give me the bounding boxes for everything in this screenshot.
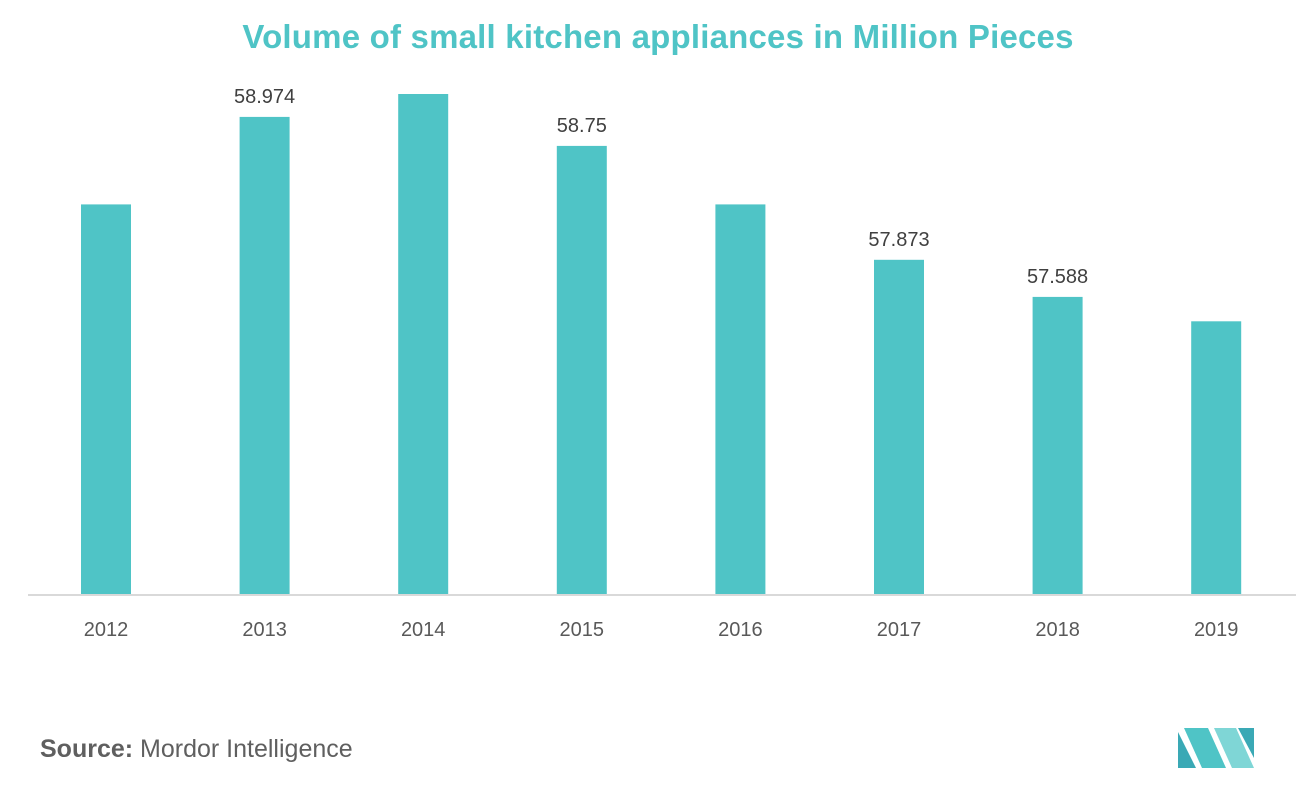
data-label-2018: 57.588 (1027, 266, 1088, 288)
x-tick-2013: 2013 (242, 619, 287, 641)
bars-group (81, 94, 1242, 595)
mordor-intelligence-logo (1178, 728, 1254, 768)
bar-2018 (1032, 296, 1083, 594)
x-tick-2018: 2018 (1035, 619, 1080, 641)
data-label-2015: 58.75 (557, 115, 607, 137)
source-name: Mordor Intelligence (140, 735, 353, 763)
bar-2016 (715, 204, 766, 594)
bar-2012 (81, 204, 131, 594)
x-tick-2019: 2019 (1194, 619, 1239, 641)
x-tick-labels-group: 2012 2013 2014 2015 2016 2017 2018 2019 (84, 619, 1239, 641)
source-label: Source: (40, 735, 134, 763)
bar-2013 (239, 116, 290, 595)
bar-chart: 58.974 58.75 57.873 57.588 2012 2013 2014 2015… (28, 86, 1296, 641)
x-tick-2017: 2017 (877, 619, 922, 641)
data-label-2013: 58.974 (234, 86, 295, 108)
bar-2015 (556, 145, 607, 594)
source-note: Source: Mordor Intelligence (40, 735, 353, 764)
data-labels-group: 58.974 58.75 57.873 57.588 (234, 86, 1088, 288)
bar-2014 (398, 94, 449, 594)
data-label-2017: 57.873 (868, 229, 929, 251)
bar-2017 (874, 259, 924, 594)
x-tick-2015: 2015 (560, 619, 605, 641)
x-tick-2016: 2016 (718, 619, 763, 641)
bar-2019 (1191, 321, 1242, 594)
chart-title: Volume of small kitchen appliances in Mi… (242, 18, 1074, 55)
x-tick-2012: 2012 (84, 619, 129, 641)
x-tick-2014: 2014 (401, 619, 446, 641)
